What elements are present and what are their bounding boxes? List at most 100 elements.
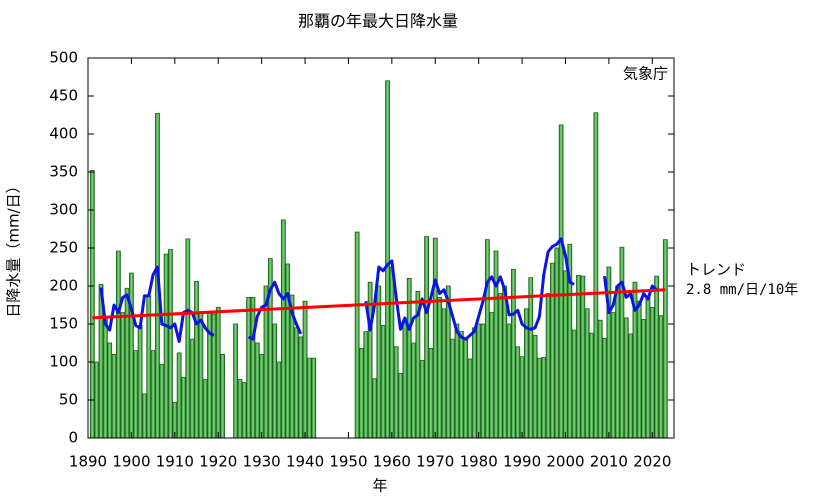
bar (137, 325, 143, 439)
y-axis-label: 日降水量（mm/日） (5, 178, 23, 317)
bar (493, 250, 499, 439)
bar (298, 336, 304, 439)
bar (189, 338, 195, 439)
bar (311, 357, 317, 439)
bar (450, 338, 456, 439)
x-tick-label: 1940 (286, 453, 324, 471)
x-tick-label: 1950 (329, 453, 367, 471)
bar (645, 295, 651, 439)
bar (454, 323, 460, 439)
bar (215, 306, 221, 439)
bar (359, 347, 364, 439)
trend-label: トレンド (686, 261, 746, 279)
bar (554, 247, 560, 439)
bar (276, 361, 282, 439)
bar (649, 306, 655, 439)
y-tick-label: 350 (49, 163, 78, 181)
bar (124, 287, 130, 439)
trend-rate: 2.8 mm/日/10年 (686, 282, 798, 298)
bar (233, 323, 238, 439)
x-tick-label: 1970 (416, 453, 454, 471)
x-tick-label: 1900 (112, 453, 150, 471)
bar (142, 393, 147, 439)
bar (120, 312, 126, 439)
bar (484, 239, 490, 439)
bar (272, 323, 278, 439)
bar (146, 295, 152, 439)
bar (662, 239, 668, 439)
bar (515, 346, 521, 439)
bar (372, 378, 377, 439)
bar (280, 219, 286, 439)
bar (111, 353, 117, 439)
x-tick-label: 1990 (503, 453, 541, 471)
bar (220, 353, 225, 439)
bar (168, 249, 173, 439)
x-tick-label: 2020 (633, 453, 671, 471)
bar (237, 379, 243, 439)
bar (463, 338, 469, 439)
bar (636, 300, 642, 439)
bar (541, 357, 547, 439)
bar (202, 379, 208, 439)
x-axis-label: 年 (372, 477, 387, 495)
bar (506, 323, 512, 439)
y-tick-label: 450 (49, 87, 78, 105)
source-label: 気象庁 (623, 65, 668, 83)
x-tick-label: 1920 (199, 453, 237, 471)
bar (411, 342, 416, 439)
bar (489, 312, 495, 439)
bar (398, 372, 403, 439)
bar (437, 296, 442, 439)
bar (133, 350, 139, 439)
bar (654, 275, 660, 439)
bar (285, 263, 291, 439)
moving-average-line (99, 237, 658, 343)
y-tick-label: 300 (49, 201, 78, 219)
bar (597, 319, 603, 439)
bar (502, 285, 508, 439)
y-tick-label: 100 (49, 353, 78, 371)
bar (259, 353, 265, 439)
y-tick-label: 500 (49, 49, 78, 67)
bar (389, 266, 395, 439)
bar (584, 308, 590, 439)
bar (194, 281, 199, 439)
y-tick-label: 150 (49, 315, 78, 333)
x-tick-label: 2000 (546, 453, 584, 471)
bar (576, 274, 581, 439)
x-tick-label: 1910 (156, 453, 194, 471)
bar (150, 350, 156, 439)
bar (571, 329, 577, 439)
bar (94, 361, 100, 439)
bar (89, 170, 95, 439)
bar (441, 308, 447, 439)
x-tick-label: 1980 (460, 453, 498, 471)
y-tick-label: 0 (68, 429, 78, 447)
bar (471, 327, 477, 439)
bar (198, 312, 204, 439)
bar (293, 327, 299, 439)
x-tick-label: 1930 (243, 453, 281, 471)
y-tick-label: 200 (49, 277, 78, 295)
bar (510, 268, 516, 439)
bar (246, 296, 252, 439)
bar (107, 342, 113, 439)
bar (393, 346, 399, 439)
bar (580, 275, 586, 439)
bar (163, 253, 169, 439)
bar (558, 124, 564, 439)
bar (467, 358, 473, 439)
bar (254, 342, 260, 439)
x-tick-label: 1890 (69, 453, 107, 471)
bar (302, 300, 308, 439)
trend-line (92, 288, 666, 320)
x-tick-label: 2010 (590, 453, 628, 471)
bar (537, 357, 542, 439)
bar (497, 293, 503, 439)
x-tick-label: 1960 (373, 453, 411, 471)
bar (619, 246, 625, 439)
bar (550, 262, 555, 439)
y-tick-label: 400 (49, 125, 78, 143)
